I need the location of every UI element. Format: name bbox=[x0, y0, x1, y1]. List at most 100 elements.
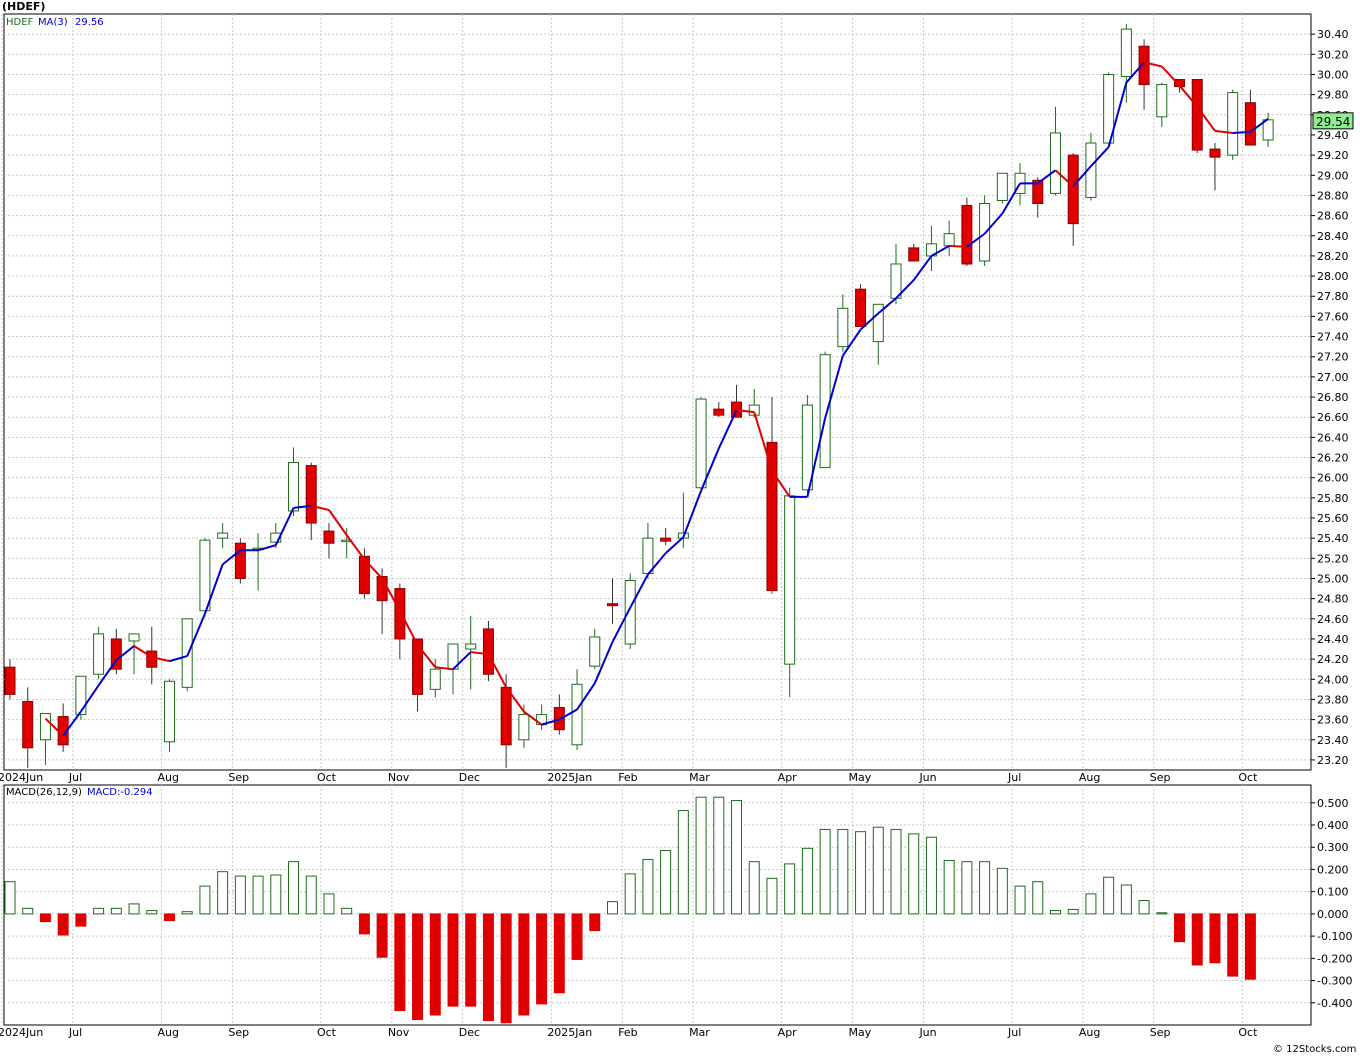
candle-down bbox=[22, 700, 34, 749]
candle-up bbox=[1120, 28, 1132, 77]
macd-bar-positive bbox=[695, 796, 707, 915]
candle-up bbox=[624, 579, 636, 645]
ma-segment bbox=[1090, 146, 1110, 167]
price-tick-label: 25.00 bbox=[1317, 572, 1349, 585]
legend-ma-value: 29.56 bbox=[75, 17, 104, 28]
candle-down bbox=[1032, 179, 1044, 205]
macd-bar-negative bbox=[39, 913, 51, 923]
candle-down bbox=[855, 288, 867, 327]
x-tick-label: Oct bbox=[1238, 771, 1258, 784]
x-tick-label: 2024Jun bbox=[0, 771, 43, 784]
macd-bar-negative bbox=[571, 913, 583, 960]
macd-tick-label: -0.100 bbox=[1317, 930, 1352, 943]
macd-bar-positive bbox=[199, 885, 211, 915]
price-tick-label: 30.40 bbox=[1317, 28, 1349, 41]
macd-bar-negative bbox=[394, 913, 406, 1012]
macd-tick-label: 0.500 bbox=[1317, 797, 1349, 810]
macd-bar-positive bbox=[961, 861, 973, 915]
macd-bar-positive bbox=[341, 907, 353, 915]
price-tick-label: 25.60 bbox=[1317, 512, 1349, 525]
x-tick-label: Aug bbox=[157, 1026, 178, 1039]
price-panel bbox=[3, 13, 1312, 771]
ma-segment bbox=[859, 312, 879, 331]
price-tick-label: 24.40 bbox=[1317, 633, 1349, 646]
ma-segment bbox=[806, 417, 827, 498]
price-tick-label: 23.20 bbox=[1317, 754, 1349, 767]
last-price-value: 29.54 bbox=[1316, 115, 1350, 129]
x-tick-label: Sep bbox=[1150, 1026, 1171, 1039]
macd-tick-label: -0.200 bbox=[1317, 952, 1352, 965]
ma-segment bbox=[62, 710, 82, 737]
price-tick-label: 25.20 bbox=[1317, 552, 1349, 565]
macd-bar-positive bbox=[93, 907, 105, 915]
candle-down bbox=[908, 247, 920, 262]
macd-bar-positive bbox=[908, 833, 920, 915]
ma-segment bbox=[558, 708, 578, 721]
ma-segment bbox=[593, 641, 614, 684]
x-tick-label: 2024Jun bbox=[0, 1026, 43, 1039]
macd-bar-positive bbox=[110, 907, 122, 915]
macd-bar-positive bbox=[181, 911, 193, 915]
price-tick-label: 27.60 bbox=[1317, 310, 1349, 323]
credit-text: © 12Stocks.com bbox=[1273, 1044, 1356, 1055]
macd-bar-positive bbox=[252, 875, 264, 915]
price-tick-label: 28.00 bbox=[1317, 270, 1349, 283]
price-tick-label: 28.80 bbox=[1317, 189, 1349, 202]
macd-bar-positive bbox=[731, 800, 743, 915]
macd-tick-label: 0.400 bbox=[1317, 819, 1349, 832]
last-price-badge bbox=[1312, 112, 1354, 130]
ma-segment bbox=[1072, 165, 1092, 188]
macd-bar-positive bbox=[748, 861, 760, 915]
candle-up bbox=[199, 539, 211, 612]
macd-bar-negative bbox=[589, 913, 601, 932]
macd-bar-negative bbox=[163, 913, 175, 922]
chart-title: (HDEF) bbox=[2, 0, 45, 13]
macd-bar-negative bbox=[1227, 913, 1239, 977]
macd-tick-label: 0.300 bbox=[1317, 841, 1349, 854]
candle-down bbox=[1209, 148, 1221, 158]
candles bbox=[4, 24, 1274, 768]
x-tick-label: Aug bbox=[1079, 1026, 1100, 1039]
ma-segment bbox=[345, 534, 366, 560]
macd-bar-negative bbox=[500, 913, 512, 1024]
candle-down bbox=[1067, 154, 1079, 225]
ma-segment bbox=[966, 232, 986, 248]
candle-up bbox=[1103, 73, 1115, 144]
ma-segment bbox=[44, 717, 64, 737]
candle-up bbox=[181, 618, 193, 688]
ma-segment bbox=[983, 212, 1004, 235]
macd-bar-negative bbox=[358, 913, 370, 935]
ma-segment bbox=[700, 448, 720, 492]
macd-bar-negative bbox=[553, 913, 565, 994]
x-tick-label: Nov bbox=[388, 771, 410, 784]
price-tick-label: 26.60 bbox=[1317, 411, 1349, 424]
candle-down bbox=[358, 555, 370, 595]
macd-bar-negative bbox=[518, 913, 530, 1016]
ma-segment bbox=[824, 355, 844, 419]
ma-segment bbox=[1232, 130, 1251, 134]
candle-up bbox=[217, 532, 229, 539]
candle-down bbox=[323, 530, 335, 544]
candle-down bbox=[1191, 79, 1203, 151]
ma-segment bbox=[647, 552, 667, 576]
ma-segment bbox=[1125, 61, 1145, 84]
ma-segment bbox=[133, 645, 153, 658]
macd-bar-positive bbox=[4, 881, 16, 915]
candle-up bbox=[1085, 142, 1097, 198]
macd-bar-positive bbox=[1014, 885, 1026, 915]
x-tick-label: Aug bbox=[1079, 771, 1100, 784]
macd-bar-positive bbox=[943, 860, 955, 915]
price-tick-label: 24.00 bbox=[1317, 673, 1349, 686]
ma-segment bbox=[664, 536, 685, 555]
candle-down bbox=[713, 408, 725, 416]
ma-line bbox=[44, 61, 1269, 737]
macd-label: MACD(26,12,9) bbox=[6, 787, 82, 798]
candle-up bbox=[429, 668, 441, 690]
candle-up bbox=[784, 495, 796, 665]
price-tick-label: 23.80 bbox=[1317, 693, 1349, 706]
x-tick-label: May bbox=[849, 771, 872, 784]
macd-bar-negative bbox=[482, 913, 494, 1022]
price-tick-label: 26.40 bbox=[1317, 431, 1349, 444]
x-tick-label: Jun bbox=[918, 771, 936, 784]
x-tick-label: Oct bbox=[317, 771, 337, 784]
